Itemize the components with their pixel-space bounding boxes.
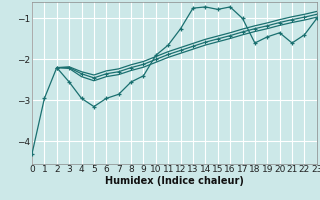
X-axis label: Humidex (Indice chaleur): Humidex (Indice chaleur): [105, 176, 244, 186]
